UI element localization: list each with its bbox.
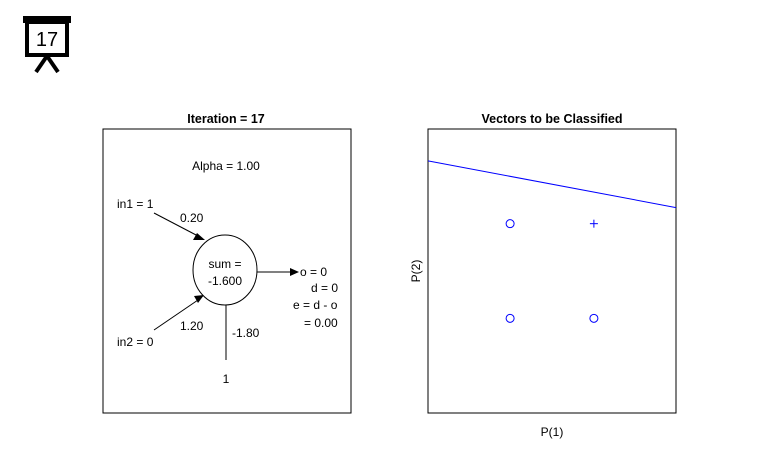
- output-e-value: = 0.00: [304, 316, 338, 330]
- input1-connection: [153, 212, 199, 237]
- input2-weight: 1.20: [180, 319, 204, 333]
- input1-arrowhead: [193, 233, 205, 240]
- neuron-node: [192, 234, 258, 306]
- slide-number: 17: [36, 29, 58, 51]
- input2-label: in2 = 0: [117, 335, 154, 349]
- decision-boundary-line: [427, 160, 677, 209]
- data-point-plus: [589, 219, 598, 228]
- network-panel-title: Iteration = 17: [187, 112, 265, 126]
- bias-weight: -1.80: [232, 326, 260, 340]
- input1-label: in1 = 1: [117, 197, 154, 211]
- plot-marks: [427, 160, 677, 323]
- data-point-circle: [589, 313, 599, 323]
- output-e: e = d - o: [293, 298, 338, 312]
- x-axis-label: P(1): [541, 425, 564, 439]
- output-d: d = 0: [311, 281, 338, 295]
- output-arrowhead: [290, 268, 299, 276]
- classification-title: Vectors to be Classified: [481, 112, 622, 126]
- plot-frame: [427, 128, 677, 414]
- output-o: o = 0: [300, 265, 327, 279]
- classification-panel: Vectors to be Classified P(1) P(2): [409, 112, 677, 439]
- data-point-circle: [505, 313, 515, 323]
- presentation-board-icon: 17: [23, 16, 71, 74]
- y-axis-label: P(2): [409, 260, 423, 283]
- neuron-sum-value: -1.600: [208, 274, 242, 288]
- input2-arrowhead: [194, 295, 204, 303]
- neuron-sum-label: sum =: [208, 257, 241, 271]
- input2-connection: [153, 299, 199, 331]
- bias-label: 1: [223, 372, 230, 386]
- input1-weight: 0.20: [180, 211, 204, 225]
- data-point-circle: [505, 219, 515, 229]
- network-panel: Iteration = 17 Alpha = 1.00 in1 = 1 0.20…: [102, 112, 352, 414]
- alpha-label: Alpha = 1.00: [192, 159, 260, 173]
